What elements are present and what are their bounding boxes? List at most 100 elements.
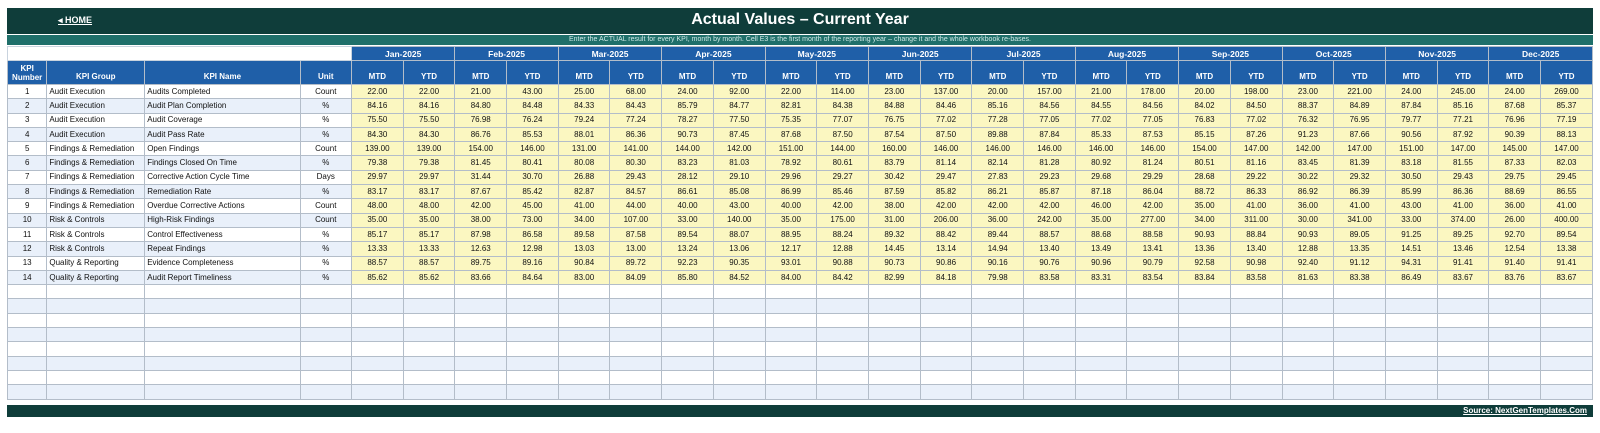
mtd-value-cell[interactable]: 92.58 [1178,255,1231,271]
ytd-value-cell[interactable]: 86.39 [1333,184,1386,200]
empty-cell[interactable] [1074,341,1128,357]
empty-cell[interactable] [1384,284,1438,300]
ytd-value-cell[interactable]: 400.00 [1540,212,1593,228]
ytd-value-cell[interactable]: 87.50 [919,126,973,143]
empty-cell[interactable] [661,355,714,371]
ytd-value-cell[interactable]: 45.00 [506,198,559,214]
mtd-value-cell[interactable]: 88.68 [1074,226,1128,243]
mtd-value-cell[interactable]: 85.17 [350,226,404,243]
empty-cell[interactable] [764,284,818,300]
empty-cell[interactable] [1281,298,1335,314]
ytd-value-cell[interactable]: 87.92 [1436,126,1490,143]
mtd-value-cell[interactable]: 76.32 [1281,112,1335,128]
ytd-value-cell[interactable]: 86.36 [1436,184,1490,200]
mtd-value-cell[interactable]: 35.00 [350,212,404,228]
empty-cell[interactable] [6,284,48,300]
ytd-value-cell[interactable]: 81.16 [1229,155,1283,171]
ytd-value-cell[interactable]: 84.57 [609,184,663,200]
empty-cell[interactable] [867,369,921,386]
mtd-value-cell[interactable]: 85.15 [1178,126,1231,143]
ytd-value-cell[interactable]: 41.00 [1540,198,1593,214]
mtd-value-cell[interactable]: 91.23 [1281,126,1335,143]
empty-cell[interactable] [1436,355,1490,371]
empty-cell[interactable] [971,355,1025,371]
mtd-value-cell[interactable]: 29.75 [1488,169,1542,186]
ytd-value-cell[interactable]: 29.47 [919,169,973,186]
mtd-value-cell[interactable]: 91.40 [1488,255,1542,271]
mtd-value-cell[interactable]: 83.84 [1178,269,1231,286]
empty-cell[interactable] [816,312,869,329]
empty-cell[interactable] [971,298,1025,314]
ytd-value-cell[interactable]: 146.00 [1126,141,1180,157]
empty-cell[interactable] [1540,312,1593,329]
mtd-value-cell[interactable]: 88.57 [350,255,404,271]
ytd-value-cell[interactable]: 83.58 [1023,269,1076,286]
ytd-value-cell[interactable]: 29.22 [1229,169,1283,186]
empty-cell[interactable] [1488,298,1542,314]
ytd-value-cell[interactable]: 29.97 [402,169,456,186]
mtd-value-cell[interactable]: 23.00 [867,83,921,100]
mtd-value-cell[interactable]: 38.00 [867,198,921,214]
mtd-value-cell[interactable]: 82.81 [764,98,818,114]
empty-cell[interactable] [919,341,973,357]
ytd-value-cell[interactable]: 41.00 [1229,198,1283,214]
ytd-value-cell[interactable]: 90.76 [1023,255,1076,271]
empty-cell[interactable] [506,355,559,371]
mtd-value-cell[interactable]: 24.00 [661,83,714,100]
ytd-value-cell[interactable]: 245.00 [1436,83,1490,100]
empty-cell[interactable] [1178,369,1231,386]
ytd-value-cell[interactable]: 374.00 [1436,212,1490,228]
ytd-value-cell[interactable]: 88.24 [816,226,869,243]
empty-cell[interactable] [46,327,146,343]
ytd-value-cell[interactable]: 221.00 [1333,83,1386,100]
empty-cell[interactable] [299,355,352,371]
empty-cell[interactable] [1023,384,1076,400]
empty-cell[interactable] [299,298,352,314]
mtd-value-cell[interactable]: 76.83 [1178,112,1231,128]
empty-cell[interactable] [144,284,301,300]
mtd-value-cell[interactable]: 21.00 [454,83,508,100]
empty-cell[interactable] [402,312,456,329]
empty-cell[interactable] [1384,384,1438,400]
ytd-value-cell[interactable]: 22.00 [402,83,456,100]
mtd-value-cell[interactable]: 76.96 [1488,112,1542,128]
ytd-value-cell[interactable]: 13.33 [402,241,456,257]
mtd-value-cell[interactable]: 88.95 [764,226,818,243]
empty-cell[interactable] [1074,298,1128,314]
mtd-value-cell[interactable]: 38.00 [454,212,508,228]
ytd-value-cell[interactable]: 77.05 [1126,112,1180,128]
mtd-value-cell[interactable]: 36.00 [1281,198,1335,214]
ytd-value-cell[interactable]: 83.38 [1333,269,1386,286]
empty-cell[interactable] [764,327,818,343]
mtd-value-cell[interactable]: 42.00 [971,198,1025,214]
mtd-value-cell[interactable]: 83.45 [1281,155,1335,171]
empty-cell[interactable] [712,312,766,329]
empty-cell[interactable] [609,298,663,314]
empty-cell[interactable] [402,369,456,386]
empty-cell[interactable] [1281,312,1335,329]
ytd-value-cell[interactable]: 91.12 [1333,255,1386,271]
ytd-value-cell[interactable]: 90.79 [1126,255,1180,271]
empty-cell[interactable] [506,312,559,329]
empty-cell[interactable] [46,355,146,371]
empty-cell[interactable] [1229,298,1283,314]
empty-cell[interactable] [1436,284,1490,300]
mtd-value-cell[interactable]: 87.67 [454,184,508,200]
mtd-value-cell[interactable]: 83.23 [661,155,714,171]
ytd-value-cell[interactable]: 89.16 [506,255,559,271]
empty-cell[interactable] [454,327,508,343]
empty-cell[interactable] [1488,327,1542,343]
mtd-value-cell[interactable]: 88.72 [1178,184,1231,200]
ytd-value-cell[interactable]: 84.38 [816,98,869,114]
empty-cell[interactable] [1126,327,1180,343]
mtd-value-cell[interactable]: 151.00 [764,141,818,157]
mtd-value-cell[interactable]: 92.40 [1281,255,1335,271]
mtd-value-cell[interactable]: 83.00 [557,269,611,286]
mtd-value-cell[interactable]: 84.30 [350,126,404,143]
empty-cell[interactable] [557,355,611,371]
empty-cell[interactable] [350,284,404,300]
empty-cell[interactable] [454,284,508,300]
empty-cell[interactable] [867,298,921,314]
ytd-value-cell[interactable]: 146.00 [919,141,973,157]
empty-cell[interactable] [6,355,48,371]
